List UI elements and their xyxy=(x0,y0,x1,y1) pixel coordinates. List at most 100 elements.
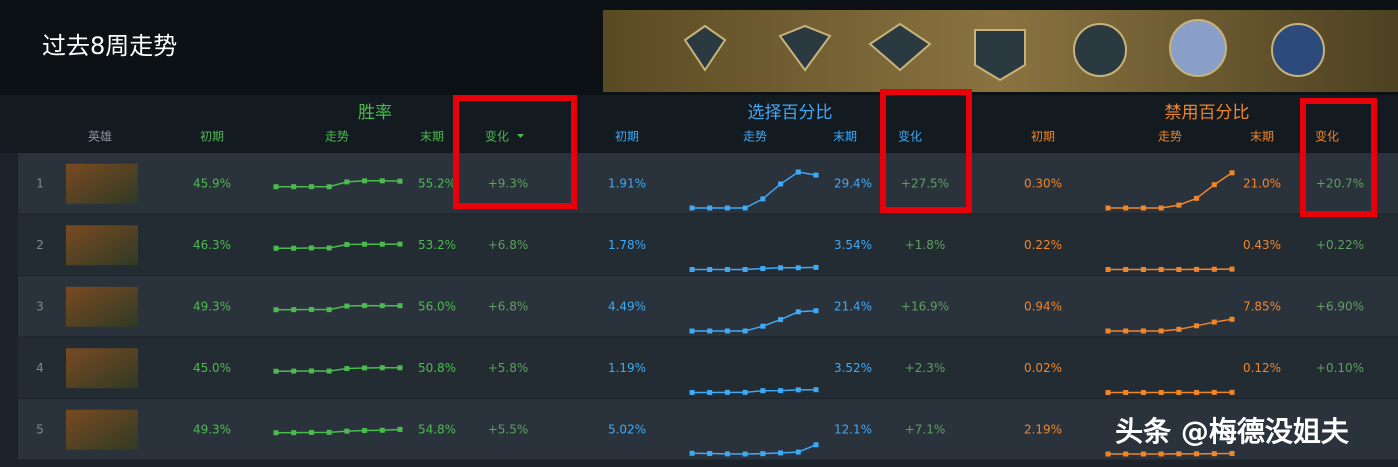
column-header: 初期 xyxy=(1031,130,1055,144)
trend-point xyxy=(707,205,713,211)
trend-point xyxy=(397,365,403,371)
trend-point xyxy=(1158,451,1164,457)
trend-point xyxy=(689,450,695,456)
trend-point xyxy=(308,368,314,374)
start-value: 1.78% xyxy=(608,238,646,252)
rank: 3 xyxy=(36,299,44,313)
start-value: 45.0% xyxy=(193,361,231,375)
column-header: 变化 xyxy=(485,129,509,144)
end-value: 50.8% xyxy=(418,361,456,375)
trend-point xyxy=(308,184,314,190)
trend-point xyxy=(1211,451,1217,457)
trend-point xyxy=(760,323,766,329)
change-value: +0.22% xyxy=(1316,238,1364,252)
trend-point xyxy=(362,241,368,247)
trend-point xyxy=(379,241,385,247)
trend-point xyxy=(813,387,819,393)
trend-point xyxy=(778,265,784,271)
trend-point xyxy=(344,242,350,248)
page-title: 过去8周走势 xyxy=(42,32,177,60)
trend-point xyxy=(379,303,385,309)
hero-portrait xyxy=(66,409,138,450)
trend-line xyxy=(691,266,817,271)
trend-line xyxy=(276,243,401,249)
trend-point xyxy=(291,245,297,251)
rank-medals xyxy=(683,19,1325,82)
trend-point xyxy=(1211,319,1217,325)
trend-point xyxy=(1123,451,1129,457)
trend-point xyxy=(397,178,403,184)
row-background xyxy=(18,337,1398,398)
trend-point xyxy=(724,266,730,272)
trend-point xyxy=(707,451,713,457)
trend-point xyxy=(1105,451,1111,457)
trend-line xyxy=(1107,452,1233,455)
header-band xyxy=(0,95,1398,153)
trend-point xyxy=(742,328,748,334)
end-value: 0.43% xyxy=(1243,238,1281,252)
trend-point xyxy=(1158,267,1164,272)
trend-point xyxy=(742,205,748,211)
trend-point xyxy=(344,303,350,309)
column-header: 末期 xyxy=(1250,130,1274,144)
trend-point xyxy=(326,429,332,435)
sort-indicator xyxy=(517,134,524,138)
trend-point xyxy=(707,328,713,334)
trend-point xyxy=(273,430,279,436)
trend-point xyxy=(1123,205,1129,211)
trend-point xyxy=(1158,390,1164,395)
trend-point xyxy=(379,427,385,433)
trend-point xyxy=(760,196,766,202)
trend-point xyxy=(1194,195,1200,201)
trend-point xyxy=(1211,266,1217,272)
change-value: +9.3% xyxy=(488,176,529,190)
trend-line xyxy=(691,171,817,209)
row-background xyxy=(18,399,1398,460)
trend-point xyxy=(308,429,314,435)
change-value: +20.7% xyxy=(1316,176,1364,190)
trend-point xyxy=(1176,389,1182,395)
start-value: 49.3% xyxy=(193,299,231,313)
trend-point xyxy=(1123,267,1129,272)
column-header: 变化 xyxy=(1315,129,1339,144)
trend-point xyxy=(344,366,350,372)
change-value: +6.90% xyxy=(1316,299,1364,313)
change-value: +2.3% xyxy=(905,361,946,375)
end-value: 3.52% xyxy=(834,361,872,375)
trend-point xyxy=(1140,267,1146,272)
trend-point xyxy=(397,241,403,247)
trend-point xyxy=(1123,390,1129,395)
change-value: +16.9% xyxy=(901,299,949,313)
trend-point xyxy=(291,307,297,313)
start-value: 0.30% xyxy=(1024,176,1062,190)
trend-line xyxy=(691,444,817,455)
trend-point xyxy=(742,451,748,457)
highlight-boxes xyxy=(453,89,1377,217)
trend-line xyxy=(691,388,817,394)
trend-point xyxy=(689,205,695,211)
rank: 1 xyxy=(36,176,44,190)
trend-point xyxy=(724,389,730,395)
trend-point xyxy=(724,205,730,211)
trend-point xyxy=(1140,390,1146,395)
start-value: 46.3% xyxy=(193,238,231,252)
trend-point xyxy=(1105,328,1111,334)
trend-point xyxy=(397,303,403,309)
change-value: +6.8% xyxy=(488,299,529,313)
trend-point xyxy=(1194,389,1200,395)
trend-point xyxy=(813,264,819,270)
trend-line xyxy=(691,309,817,332)
trend-point xyxy=(326,184,332,190)
rank: 5 xyxy=(36,422,44,436)
trend-line xyxy=(1107,318,1233,332)
trend-point xyxy=(344,179,350,185)
group-title: 选择百分比 xyxy=(748,103,833,123)
trend-point xyxy=(379,365,385,371)
trend-point xyxy=(291,184,297,190)
end-value: 56.0% xyxy=(418,299,456,313)
trend-point xyxy=(326,307,332,313)
hero-portrait xyxy=(66,163,138,204)
start-value: 1.19% xyxy=(608,361,646,375)
